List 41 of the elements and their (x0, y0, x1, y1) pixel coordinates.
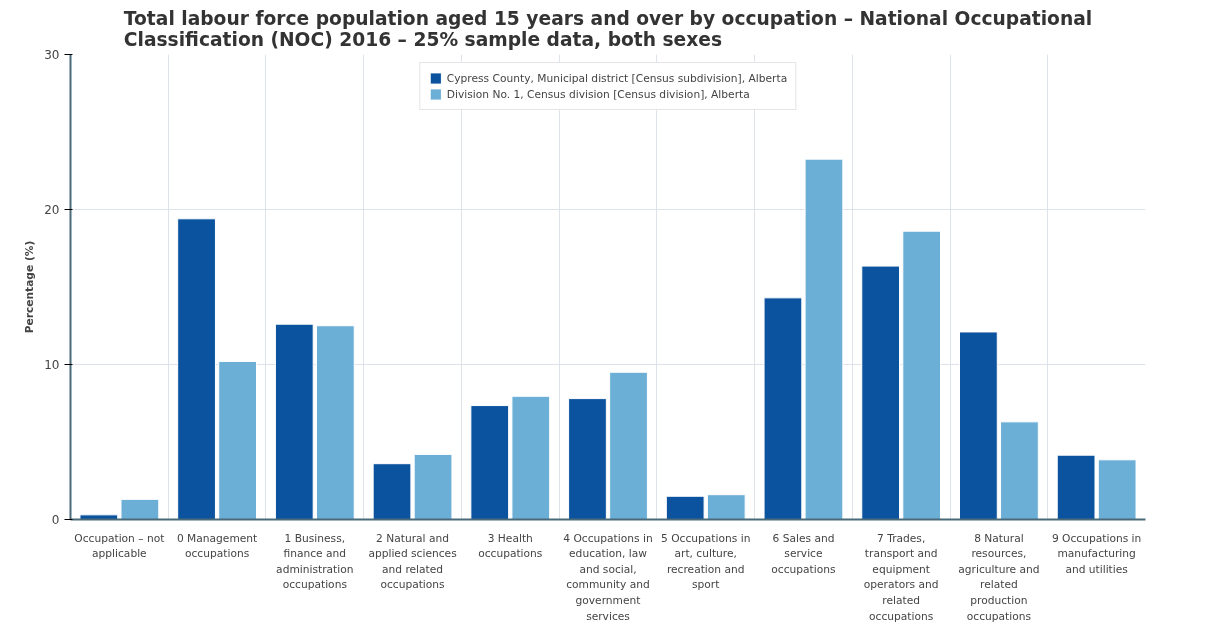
bar (902, 230, 942, 520)
bar (511, 395, 551, 520)
bar (665, 495, 705, 520)
bar (706, 494, 746, 520)
legend-label: Cypress County, Municipal district [Census subdivision], Alberta (446, 71, 788, 85)
x-tick-label: 5 Occupations in art, culture, recreation and sport (661, 531, 751, 592)
y-tick-label: 10 (44, 358, 60, 372)
bar (120, 498, 160, 520)
x-tick-label: 6 Sales and service occupations (771, 531, 837, 576)
bar (1097, 459, 1137, 520)
x-tick-label: 3 Health occupations (478, 531, 543, 561)
y-axis-title: Percentage (%) (23, 240, 37, 334)
x-tick-label: 9 Occupations in manufacturing and utilities (1051, 531, 1142, 576)
x-tick-label: Occupation – not applicable (74, 531, 165, 561)
y-tick-label: 0 (51, 513, 60, 527)
x-tick-label: 7 Trades, transport and equipment operators and related occupations (863, 531, 939, 623)
bar (79, 514, 119, 520)
x-tick-label: 8 Natural resources, agriculture and related production occupations (958, 531, 1040, 623)
bar (763, 297, 803, 520)
bar (218, 360, 257, 520)
y-tick-label: 20 (44, 203, 60, 217)
bar (413, 453, 453, 520)
bar (470, 405, 510, 520)
bar (1056, 454, 1096, 520)
bar (609, 371, 648, 520)
bar (568, 398, 607, 520)
bar (177, 218, 216, 520)
bar (1000, 421, 1039, 520)
x-tick-label: 2 Natural and applied sciences and related occupations (368, 531, 458, 592)
bar (804, 158, 844, 520)
bar (861, 265, 901, 520)
bar (315, 325, 355, 520)
legend-label: Division No. 1, Census division [Census division], Alberta (446, 87, 750, 101)
bar (274, 323, 314, 520)
x-tick-label: 4 Occupations in education, law and social, community and government services (563, 531, 653, 623)
chart-title: Total labour force population aged 15 years and over by occupation – National Occupational Classification (NOC) 2016 – 25% sample data, both sexes (123, 7, 1093, 50)
x-tick-label: 0 Management occupations (176, 531, 258, 561)
bar (372, 463, 412, 520)
y-tick-label: 30 (44, 48, 60, 62)
bar (959, 331, 998, 520)
x-tick-label: 1 Business, finance and administration occupations (276, 531, 354, 592)
